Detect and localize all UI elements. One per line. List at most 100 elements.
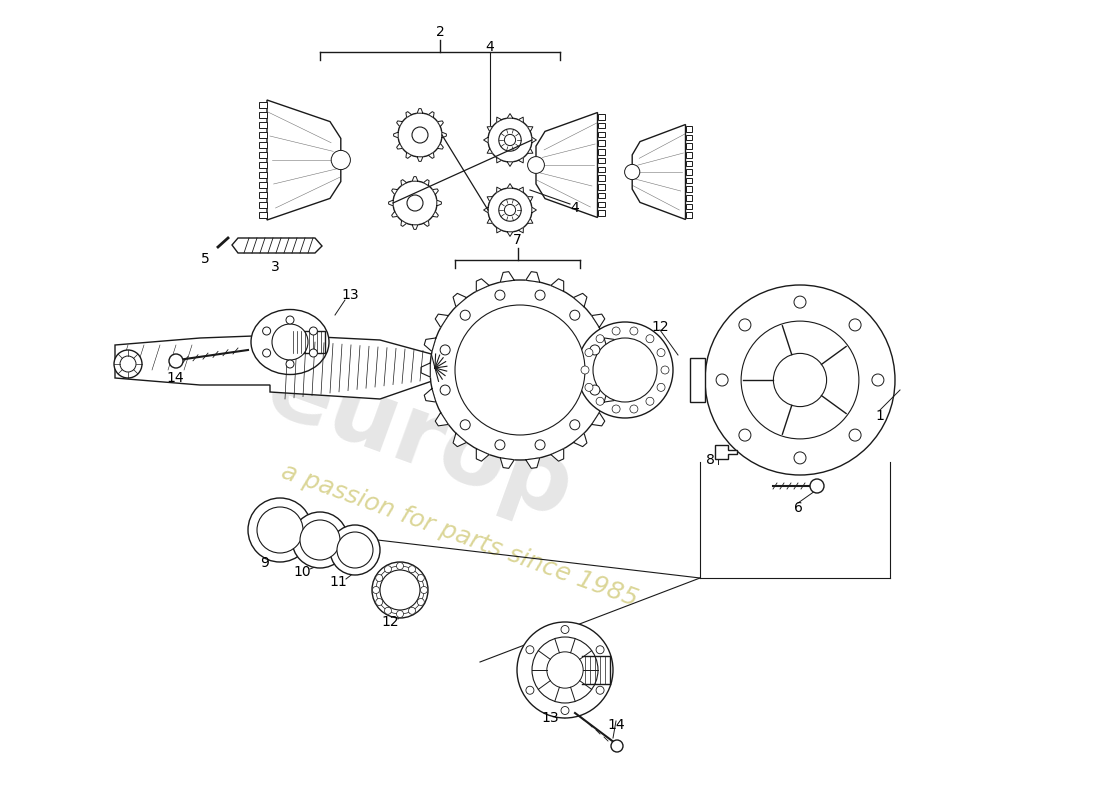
Polygon shape xyxy=(518,187,524,193)
Polygon shape xyxy=(417,109,422,113)
Polygon shape xyxy=(258,122,267,128)
Circle shape xyxy=(657,349,665,357)
Circle shape xyxy=(248,498,312,562)
Circle shape xyxy=(590,385,600,395)
Polygon shape xyxy=(551,449,563,461)
Polygon shape xyxy=(258,182,267,188)
Polygon shape xyxy=(597,210,605,216)
Polygon shape xyxy=(685,212,692,218)
Circle shape xyxy=(398,113,442,157)
Circle shape xyxy=(376,598,383,606)
Circle shape xyxy=(396,610,404,618)
Polygon shape xyxy=(453,433,466,446)
Polygon shape xyxy=(406,112,411,118)
Polygon shape xyxy=(258,102,267,108)
Text: 4: 4 xyxy=(571,201,580,215)
Circle shape xyxy=(417,574,425,582)
Polygon shape xyxy=(496,117,502,122)
Polygon shape xyxy=(551,279,563,291)
Polygon shape xyxy=(526,272,540,282)
Polygon shape xyxy=(685,134,692,140)
Circle shape xyxy=(440,385,450,395)
Circle shape xyxy=(849,319,861,331)
Polygon shape xyxy=(417,157,422,162)
Polygon shape xyxy=(400,221,407,226)
Text: 14: 14 xyxy=(607,718,625,732)
Circle shape xyxy=(286,360,294,368)
Polygon shape xyxy=(258,152,267,158)
Text: 8: 8 xyxy=(705,453,714,467)
Circle shape xyxy=(495,290,505,300)
Circle shape xyxy=(716,374,728,386)
Polygon shape xyxy=(597,193,605,198)
Circle shape xyxy=(612,327,620,335)
Circle shape xyxy=(739,319,751,331)
Polygon shape xyxy=(258,172,267,178)
Circle shape xyxy=(460,420,470,430)
Circle shape xyxy=(581,366,589,374)
Polygon shape xyxy=(685,195,692,201)
Polygon shape xyxy=(500,272,514,282)
Bar xyxy=(690,358,705,402)
Polygon shape xyxy=(428,112,435,118)
Polygon shape xyxy=(428,153,435,158)
Polygon shape xyxy=(487,218,493,223)
Circle shape xyxy=(488,118,532,162)
Circle shape xyxy=(794,296,806,308)
Circle shape xyxy=(561,626,569,634)
Text: 4: 4 xyxy=(485,40,494,54)
Circle shape xyxy=(412,127,428,143)
Polygon shape xyxy=(397,143,403,149)
Circle shape xyxy=(309,349,318,357)
Circle shape xyxy=(630,327,638,335)
Circle shape xyxy=(330,525,380,575)
Text: a passion for parts since 1985: a passion for parts since 1985 xyxy=(278,459,641,611)
Polygon shape xyxy=(432,211,439,217)
Circle shape xyxy=(526,646,534,654)
Circle shape xyxy=(120,356,136,372)
Text: 12: 12 xyxy=(382,615,399,629)
Polygon shape xyxy=(412,177,418,181)
Polygon shape xyxy=(528,218,532,223)
Polygon shape xyxy=(597,202,605,207)
Text: 1: 1 xyxy=(876,409,884,423)
Polygon shape xyxy=(436,314,449,327)
Circle shape xyxy=(596,686,604,694)
Circle shape xyxy=(535,290,546,300)
Circle shape xyxy=(612,405,620,413)
Polygon shape xyxy=(388,200,393,206)
Polygon shape xyxy=(476,449,490,461)
Polygon shape xyxy=(424,180,429,186)
Circle shape xyxy=(495,440,505,450)
Circle shape xyxy=(739,429,751,441)
Circle shape xyxy=(661,366,669,374)
Polygon shape xyxy=(496,187,502,193)
Polygon shape xyxy=(685,204,692,210)
Circle shape xyxy=(257,507,303,553)
Polygon shape xyxy=(424,221,429,226)
Polygon shape xyxy=(258,212,267,218)
Circle shape xyxy=(872,374,884,386)
Polygon shape xyxy=(487,197,493,202)
Polygon shape xyxy=(518,117,524,122)
Text: 7: 7 xyxy=(513,233,521,247)
Polygon shape xyxy=(528,197,532,202)
Circle shape xyxy=(547,652,583,688)
Circle shape xyxy=(309,327,318,335)
Circle shape xyxy=(373,586,380,594)
Circle shape xyxy=(488,188,532,232)
Polygon shape xyxy=(526,458,540,468)
Polygon shape xyxy=(518,158,524,163)
Circle shape xyxy=(590,345,600,355)
Circle shape xyxy=(505,134,516,146)
Circle shape xyxy=(570,420,580,430)
Polygon shape xyxy=(258,132,267,138)
Polygon shape xyxy=(507,114,513,118)
Circle shape xyxy=(455,305,585,435)
Polygon shape xyxy=(604,389,616,402)
Circle shape xyxy=(585,383,593,391)
Polygon shape xyxy=(597,140,605,146)
Circle shape xyxy=(263,327,271,335)
Polygon shape xyxy=(258,142,267,148)
Text: 6: 6 xyxy=(793,501,802,515)
